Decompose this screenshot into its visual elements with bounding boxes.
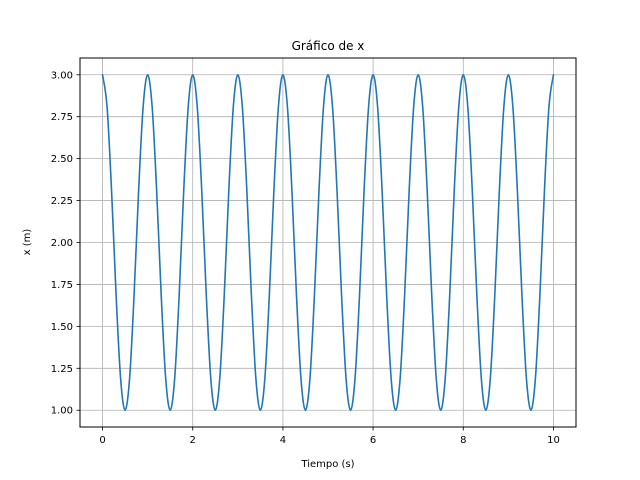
- y-axis: 1.00 1.25 1.50 1.75 2.00 2.25 2.50 2.75 3.00: [51, 70, 80, 417]
- y-tick-label: 2.75: [51, 112, 73, 123]
- y-tick-label: 2.25: [51, 196, 73, 207]
- y-tick-label: 1.00: [51, 406, 73, 417]
- x-axis: 0 2 4 6 8 10: [99, 427, 560, 446]
- x-tick-label: 4: [280, 435, 286, 446]
- y-tick-label: 1.25: [51, 364, 73, 375]
- x-tick-label: 6: [370, 435, 376, 446]
- x-axis-label: Tiempo (s): [300, 459, 354, 470]
- y-axis-label: x (m): [22, 229, 33, 256]
- y-tick-label: 1.50: [51, 322, 73, 333]
- y-tick-label: 2.00: [51, 238, 73, 249]
- grid-lines: [80, 58, 576, 427]
- x-tick-label: 8: [460, 435, 466, 446]
- x-tick-label: 10: [547, 435, 560, 446]
- y-tick-label: 1.75: [51, 280, 73, 291]
- x-tick-label: 2: [190, 435, 196, 446]
- x-tick-label: 0: [99, 435, 105, 446]
- series-line: [101, 73, 555, 412]
- chart-title: Gráfico de x: [292, 39, 365, 53]
- y-tick-label: 3.00: [51, 70, 73, 81]
- plot-series: [101, 73, 555, 412]
- y-tick-label: 2.50: [51, 154, 73, 165]
